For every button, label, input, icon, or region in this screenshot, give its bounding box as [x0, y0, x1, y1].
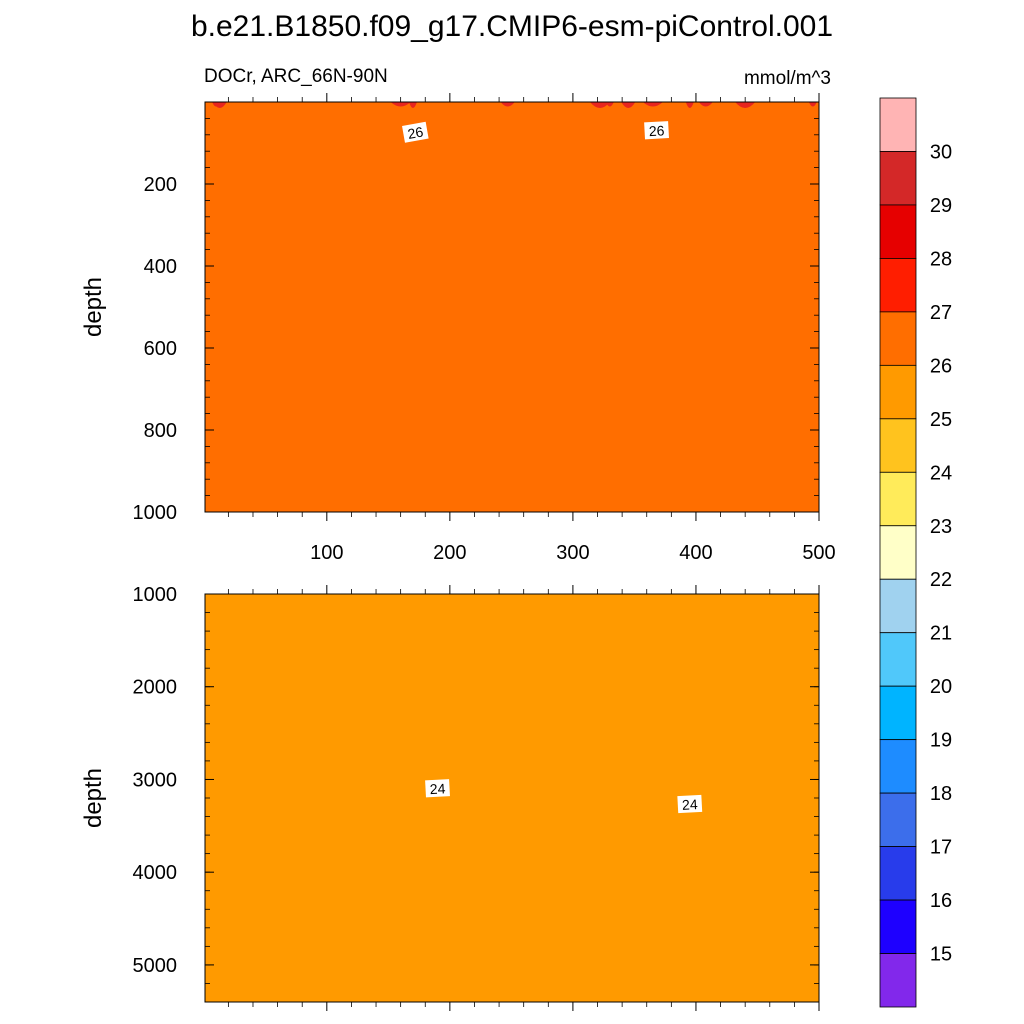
y-tick-label: 600: [144, 338, 177, 360]
patch-27-28: [500, 102, 515, 107]
colorbar-label: 25: [930, 409, 952, 431]
colorbar-label: 18: [930, 783, 952, 805]
region-25-26: [205, 594, 819, 1002]
colorbar-swatch: [879, 311, 917, 366]
contour-label-box: [402, 121, 429, 143]
colorbar-label: 21: [930, 623, 952, 645]
contour-label-text: 26: [406, 123, 424, 141]
colorbar-label: 16: [930, 890, 952, 912]
contour-label: 26: [402, 121, 429, 143]
variable-label: DOCr, ARC_66N-90N: [204, 66, 388, 87]
patch-27-28: [390, 102, 411, 107]
colorbar-swatch: [879, 97, 917, 152]
colorbar-swatch: [879, 899, 917, 954]
x-tick-label: 400: [679, 542, 712, 564]
contour-label: 24: [677, 794, 703, 814]
colorbar-label: 24: [930, 462, 952, 484]
colorbar-swatch: [879, 364, 917, 420]
contour-fills: [205, 594, 819, 1002]
colorbar-label: 28: [930, 248, 952, 270]
panel-frame: [204, 101, 820, 513]
y-tick-label: 1000: [133, 502, 178, 524]
contour-label-box: [644, 121, 669, 140]
colorbar-label: 19: [930, 730, 952, 752]
upper-panel: 200 400 600 800 1000 100 200 300 400 500 depth 26 26: [80, 93, 836, 564]
colorbar-swatch: [879, 525, 917, 580]
colorbar-swatch: [879, 258, 917, 313]
colorbar-label: 23: [930, 516, 952, 538]
colorbar-label: 29: [930, 195, 952, 217]
patch-27-28: [735, 102, 756, 108]
x-tick-label: 500: [802, 542, 835, 564]
colorbar-label: 26: [930, 355, 952, 377]
colorbar-label: 27: [930, 302, 952, 324]
colorbar-label: 30: [930, 141, 952, 163]
colorbar-label: 17: [930, 837, 952, 859]
colorbar-label: 20: [930, 676, 952, 698]
y-tick-label: 3000: [133, 769, 178, 791]
colorbar-swatch: [879, 953, 917, 1008]
contour-label-box: [425, 779, 450, 798]
units-label: mmol/m^3: [744, 68, 831, 89]
y-axis-label: depth: [80, 277, 107, 337]
patch-27-28: [698, 102, 713, 107]
colorbar-swatch: [879, 578, 917, 634]
x-tick-label: 200: [433, 542, 466, 564]
y-tick-label: 200: [144, 174, 177, 196]
colorbar-swatch: [879, 685, 917, 741]
contour-label-text: 24: [429, 780, 446, 797]
colorbar-swatch: [879, 418, 917, 473]
contour-label-text: 26: [648, 122, 665, 139]
x-tick-label: 300: [556, 542, 589, 564]
x-tick-label: 100: [310, 542, 343, 564]
region-26-27: [205, 102, 819, 512]
contour-label-text: 24: [682, 796, 699, 813]
colorbar-label: 15: [930, 944, 952, 966]
patch-27-28: [605, 102, 614, 107]
y-tick-label: 400: [144, 256, 177, 278]
chart-title: b.e21.B1850.f09_g17.CMIP6-esm-piControl.…: [191, 10, 833, 43]
colorbar-swatch: [879, 632, 917, 687]
lower-panel: 1000 2000 3000 4000 5000 depth 24 24: [80, 584, 820, 1011]
colorbar-swatch: [879, 471, 917, 527]
colorbar-swatch: [879, 204, 917, 259]
colorbar-swatch: [879, 846, 917, 901]
contour-label: 24: [425, 779, 450, 798]
patch-27-28: [589, 102, 610, 108]
y-tick-label: 5000: [133, 955, 178, 977]
contour-fills: [205, 102, 819, 512]
patch-27-28: [808, 102, 817, 107]
colorbar-label: 22: [930, 569, 952, 591]
patch-27-28: [642, 102, 663, 107]
patch-27-28: [685, 102, 694, 108]
y-axis-label: depth: [80, 768, 107, 828]
colorbar: 15 16 17 18 19 20 21 22 23 24 25 26 27 28 29 30: [879, 97, 952, 1008]
patch-27-28: [408, 102, 417, 108]
contour-label-box: [677, 794, 703, 814]
contour-label: 26: [644, 121, 669, 140]
y-tick-label: 2000: [133, 677, 178, 699]
y-tick-label: 4000: [133, 862, 178, 884]
colorbar-swatch: [879, 792, 917, 847]
y-tick-label: 800: [144, 420, 177, 442]
patch-27-28: [621, 102, 636, 108]
y-tick-label: 1000: [133, 584, 178, 606]
patch-27-28: [212, 102, 227, 108]
colorbar-swatch: [879, 739, 917, 794]
colorbar-swatch: [879, 151, 917, 206]
